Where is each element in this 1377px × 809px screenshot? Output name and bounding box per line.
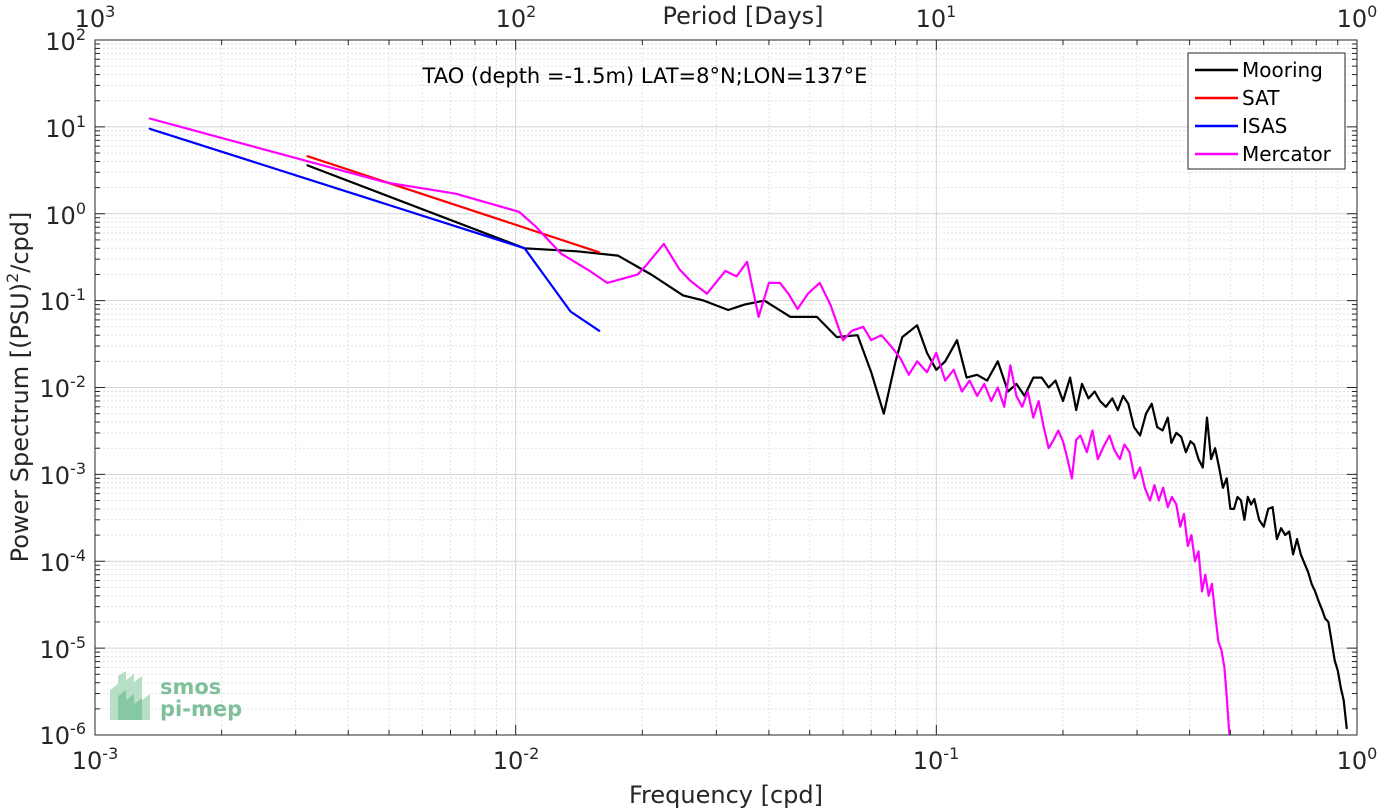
y-tick-label: 100: [45, 199, 86, 230]
legend-label-mooring: Mooring: [1242, 58, 1323, 82]
y-tick-label: 10-6: [40, 719, 87, 750]
x-tick-label: 10-1: [913, 744, 960, 775]
series-line-isas: [148, 127, 601, 332]
grid-major: [95, 40, 1357, 735]
top-axis-label: Period [Days]: [662, 2, 823, 30]
logo-text-smos: smos: [160, 675, 221, 699]
y-tick-label: 101: [45, 112, 86, 143]
y-tick-label: 10-2: [40, 372, 87, 403]
y-tick-label: 102: [45, 25, 86, 56]
chart-title: TAO (depth =-1.5m) LAT=8°N;LON=137°E: [422, 64, 868, 88]
legend-label-isas: ISAS: [1242, 114, 1287, 138]
y-tick-label: 10-4: [40, 546, 87, 577]
y-tick-label: 10-3: [40, 459, 87, 490]
legend-label-mercator: Mercator: [1242, 142, 1332, 166]
logo-text-pi-mep: pi-mep: [160, 697, 242, 721]
x-tick-label: 10-2: [493, 744, 540, 775]
legend-label-sat: SAT: [1242, 86, 1280, 110]
y-axis-label: Power Spectrum [(PSU)2/cpd]: [3, 212, 34, 563]
top-tick-label: 103: [75, 2, 116, 33]
series-line-mooring: [306, 164, 1348, 730]
logo-mark-inner: [118, 690, 142, 720]
axis-ticks: [94, 39, 1358, 736]
x-tick-label: 10-3: [72, 744, 119, 775]
y-tick-label: 10-5: [40, 633, 87, 664]
y-tick-label: 10-1: [40, 285, 87, 316]
top-tick-label: 100: [1337, 2, 1377, 33]
legend: Mooring SAT ISAS Mercator: [1187, 52, 1346, 170]
y-tick-labels: 10-6 10-5 10-4 10-3 10-2 10-1 100 101 10…: [40, 25, 87, 750]
series-group: [148, 117, 1348, 735]
top-tick-label: 102: [496, 2, 537, 33]
x-tick-labels: 10-3 10-2 10-1 100: [72, 744, 1377, 775]
series-line-mercator: [148, 117, 1231, 735]
x-tick-label: 100: [1337, 744, 1377, 775]
x-axis-label: Frequency [cpd]: [629, 781, 823, 809]
top-tick-label: 101: [916, 2, 957, 33]
series-line-sat: [306, 155, 601, 254]
smos-pi-mep-logo: smos pi-mep: [110, 671, 242, 721]
legend-box: [1187, 52, 1346, 170]
top-tick-labels: 103 102 101 100: [75, 2, 1377, 33]
